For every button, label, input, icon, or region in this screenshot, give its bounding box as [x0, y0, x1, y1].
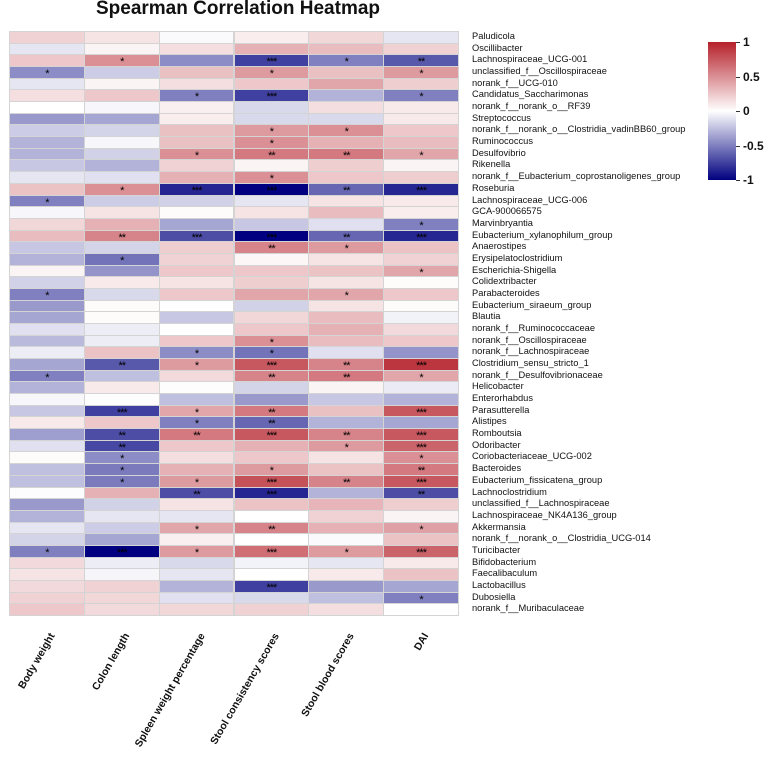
row-label: norank_f__norank_o__RF39: [472, 101, 591, 112]
row-label: Eubacterium_fissicatena_group: [472, 474, 603, 485]
column-label: DAI: [412, 631, 432, 653]
heatmap-cell: [233, 603, 310, 616]
row-label: Bacteroides: [472, 463, 522, 474]
colorbar-tick-label: 0: [743, 104, 750, 118]
column-label: Stool blood scores: [299, 631, 357, 719]
row-label: Enterorhabdus: [472, 393, 533, 404]
column-label: Body weight: [15, 631, 58, 692]
heatmap-cell: [308, 603, 385, 616]
heatmap-cell: [158, 603, 235, 616]
row-label: Faecalibaculum: [472, 568, 538, 579]
row-label: norank_f__Oscillospiraceae: [472, 334, 587, 345]
row-label: Clostridium_sensu_stricto_1: [472, 358, 589, 369]
row-label: Eubacterium_siraeum_group: [472, 299, 592, 310]
row-label: Lachnospiraceae_UCG-001: [472, 54, 588, 65]
row-label: Romboutsia: [472, 428, 522, 439]
row-label: Anaerostipes: [472, 241, 527, 252]
row-label: norank_f__Ruminococcaceae: [472, 323, 596, 333]
row-label: Dubosiella: [472, 591, 516, 602]
row-label: Desulfovibrio: [472, 147, 526, 158]
colorbar-tick: [736, 42, 740, 43]
row-label: norank_f__Muribaculaceae: [472, 603, 585, 614]
chart-title: Spearman Correlation Heatmap: [95, 0, 381, 19]
row-label: Alistipes: [472, 416, 507, 427]
colorbar-tick-label: 0.5: [743, 69, 760, 84]
row-label: Streptococcus: [472, 112, 531, 123]
row-label: norank_f__UCG-010: [472, 77, 558, 88]
row-label: Bifidobacterium: [472, 556, 537, 567]
row-label: Eubacterium_xylanophilum_group: [472, 229, 613, 240]
row-label: Colidextribacter: [472, 276, 537, 287]
row-label: norank_f__norank_o__Clostridia_UCG-014: [472, 533, 651, 544]
row-label: norank_f__Lachnospiraceae: [472, 346, 590, 357]
row-label: Blautia: [472, 311, 501, 322]
row-label: Escherichia-Shigella: [472, 264, 557, 275]
heatmap-grid: * *** * ** * * * * *** * * * * * ** ** * * * *** *** ** *** * * *…: [9, 31, 459, 616]
row-label: norank_f__Eubacterium_coprostanoligenes_…: [472, 171, 681, 182]
row-label: Roseburia: [472, 182, 515, 193]
row-label: GCA-900066575: [472, 206, 542, 217]
row-label: norank_f__norank_o__Clostridia_vadinBB60…: [472, 124, 686, 135]
heatmap-cell: [83, 603, 160, 616]
colorbar-tick: [736, 76, 740, 78]
colorbar-tick: [736, 180, 740, 181]
row-label: Odoribacter: [472, 439, 521, 450]
row-label: Akkermansia: [472, 521, 526, 532]
heatmap-cell: [9, 603, 85, 616]
column-label: Colon length: [89, 631, 133, 693]
row-label: Lachnoclostridium: [472, 486, 547, 497]
row-label: Lachnospiraceae_NK4A136_group: [472, 509, 617, 520]
row-label: Lachnospiraceae_UCG-006: [472, 194, 588, 205]
row-label: Turicibacter: [472, 544, 521, 555]
row-label: unclassified_f__Lachnospiraceae: [472, 498, 610, 509]
row-label: Coriobacteriaceae_UCG-002: [472, 451, 592, 462]
row-label: Rikenella: [472, 159, 511, 170]
colorbar: [708, 42, 736, 180]
colorbar-tick: [736, 145, 740, 147]
row-label: Marvinbryantia: [472, 217, 533, 228]
row-label: norank_f__Desulfovibrionaceae: [472, 369, 603, 380]
column-label: Stool consistency scores: [208, 631, 283, 747]
colorbar-tick-label: 1: [743, 35, 750, 49]
row-label: Erysipelatoclostridium: [472, 252, 563, 263]
row-label: Candidatus_Saccharimonas: [472, 89, 589, 100]
row-label: Ruminococcus: [472, 136, 533, 147]
column-label: Spleen weight percentage: [132, 631, 208, 750]
row-label: Parasutterella: [472, 404, 530, 415]
row-label: Oscillibacter: [472, 42, 523, 53]
colorbar-tick-label: -1: [743, 173, 754, 187]
row-label: unclassified_f__Oscillospiraceae: [472, 66, 607, 77]
row-label: Paludicola: [472, 31, 515, 41]
colorbar-tick-label: -0.5: [743, 138, 764, 153]
row-label: Parabacteroides: [472, 287, 540, 298]
row-label: Helicobacter: [472, 381, 524, 392]
colorbar-tick: [736, 111, 740, 112]
row-label: Lactobacillus: [472, 579, 526, 590]
heatmap-cell: [383, 603, 459, 616]
